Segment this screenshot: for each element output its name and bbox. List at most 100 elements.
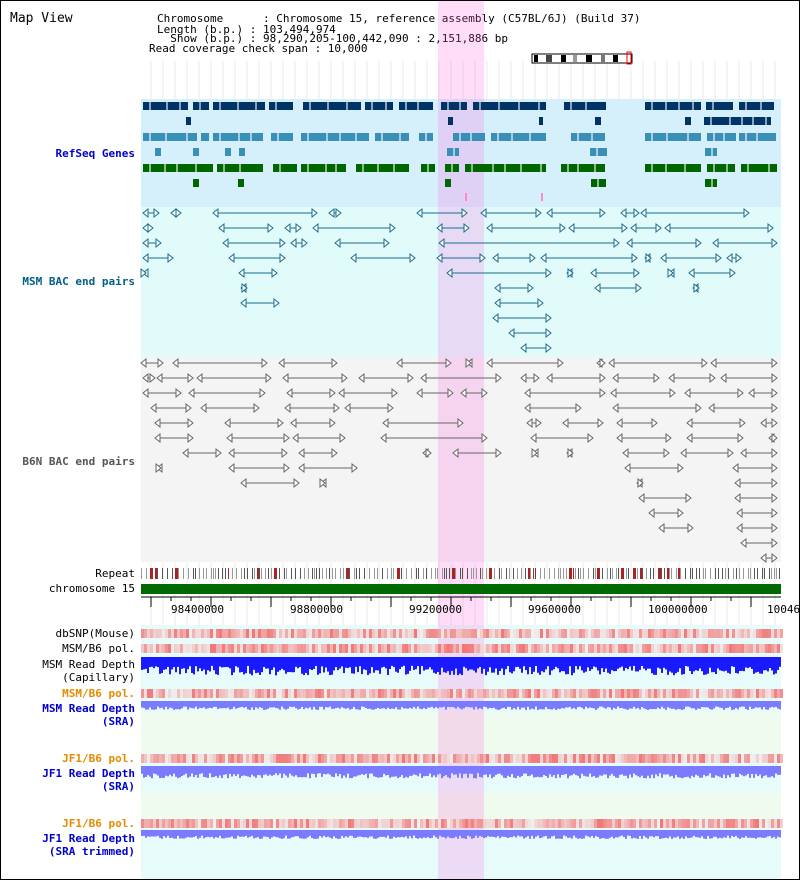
exon-gap <box>684 164 686 172</box>
jf1-depth-trim-bar <box>505 830 507 838</box>
jf1-depth-sra-bar <box>221 766 223 779</box>
b6n-bac-pair-end <box>736 507 743 519</box>
jf1-pol-cell <box>759 819 762 828</box>
jf1-pol-cell <box>525 754 528 763</box>
msm-depth-cap-bar <box>147 657 149 673</box>
msm-depth-sra-bar <box>641 701 643 708</box>
msm-depth-sra-bar <box>769 701 771 708</box>
msm-depth-sra-bar <box>519 701 521 710</box>
b6n-bac-pair-end <box>172 357 179 369</box>
exon-gap <box>427 164 429 172</box>
jf1-pol-cell <box>396 819 399 828</box>
msm-depth-sra-bar <box>471 701 473 708</box>
jf1-pol-cell <box>552 819 555 828</box>
msm-depth-cap-bar <box>711 657 713 673</box>
gene-arrow <box>539 117 543 125</box>
jf1-pol-cell <box>246 754 249 763</box>
msm-depth-cap-bar <box>225 657 227 668</box>
b6n-bac-pair-end <box>610 387 617 399</box>
jf1-depth-sra-bar <box>583 766 585 776</box>
dbsnp-cell <box>603 629 606 638</box>
msm-pol-cell <box>705 689 708 698</box>
msm-pol-cell <box>630 644 633 653</box>
repeat-element <box>762 568 763 579</box>
msm-depth-cap-bar <box>659 657 661 669</box>
b6n-bac-pair-end <box>771 372 778 384</box>
jf1-depth-sra-bar <box>353 766 355 777</box>
jf1-pol-cell <box>573 819 576 828</box>
jf1-pol-cell <box>192 754 195 763</box>
repeat-element <box>346 568 349 579</box>
b6n-bac-pair-end <box>188 387 195 399</box>
msm-pol-cell <box>345 689 348 698</box>
repeat-element <box>499 568 500 579</box>
msm-pol-cell <box>597 644 600 653</box>
msm-depth-cap-bar <box>729 657 731 674</box>
gene-arrow <box>542 133 546 141</box>
msm-pol-cell <box>198 689 201 698</box>
jf1-depth-sra-bar <box>711 766 713 778</box>
dbsnp-cell <box>381 629 384 638</box>
jf1-depth-sra-bar <box>513 766 515 778</box>
msm-pol-cell <box>471 689 474 698</box>
gene-arrow <box>449 117 453 125</box>
jf1-depth-trim-bar <box>173 830 175 839</box>
msm-pol-cell <box>366 689 369 698</box>
msm-depth-sra-bar <box>577 701 579 708</box>
msm-pol-cell <box>384 689 387 698</box>
jf1-depth-sra-bar <box>579 766 581 779</box>
msm-depth-sra-bar <box>601 701 603 707</box>
jf1-depth-sra-bar <box>705 766 707 777</box>
jf1-pol-cell <box>366 819 369 828</box>
msm-depth-cap-bar <box>755 657 757 673</box>
msm-depth-sra-bar <box>735 701 737 708</box>
gene-feature <box>473 102 546 110</box>
exon-gap <box>594 164 596 172</box>
msm-depth-cap-bar <box>569 657 571 667</box>
exon-gap <box>471 164 473 172</box>
jf1-depth-trim-bar <box>169 830 171 839</box>
msm-depth-cap-bar <box>253 657 255 670</box>
msm-depth-cap-bar <box>563 657 565 672</box>
dbsnp-cell <box>639 629 642 638</box>
jf1-depth-sra-bar <box>189 766 191 777</box>
jf1-pol-cell <box>735 754 738 763</box>
msm-depth-sra-bar <box>303 701 305 710</box>
jf1-depth-sra-bar <box>227 766 229 779</box>
msm-bac-pair-end <box>688 267 695 279</box>
jf1-pol-cell <box>414 819 417 828</box>
exon-gap <box>399 133 401 141</box>
msm-depth-cap-bar <box>725 657 727 671</box>
b6n-bac-pair-end <box>329 417 336 429</box>
msm-depth-sra-bar <box>713 701 715 709</box>
msm-depth-sra-bar <box>473 701 475 710</box>
msm-depth-cap-bar <box>187 657 189 670</box>
jf1-depth-sra-bar <box>211 766 213 778</box>
msm-pol-cell <box>228 689 231 698</box>
msm-depth-cap-bar <box>605 657 607 669</box>
jf1-depth-trim-bar <box>577 830 579 839</box>
msm-depth-sra-bar <box>587 701 589 709</box>
b6n-bac-pair-end <box>771 492 778 504</box>
msm-depth-cap-bar <box>527 657 529 675</box>
header-coverage-span: Read coverage check span : 10,000 <box>149 42 368 55</box>
dbsnp-cell <box>399 629 402 638</box>
jf1-pol-cell <box>528 819 531 828</box>
jf1-depth-sra-bar <box>405 766 407 777</box>
jf1-depth-trim-bar <box>467 830 469 836</box>
gene-feature <box>645 164 701 172</box>
jf1-depth-trim-bar <box>153 830 155 837</box>
jf1-depth-trim-bar <box>727 830 729 836</box>
msm-depth-sra-bar <box>179 701 181 710</box>
msm-depth-sra-bar <box>499 701 501 710</box>
repeat-element <box>369 568 370 579</box>
msm-depth-cap-bar <box>779 657 781 667</box>
dbsnp-cell <box>555 629 558 638</box>
jf1-depth-sra-bar <box>305 766 307 778</box>
msm-depth-sra-bar <box>503 701 505 708</box>
msm-depth-sra-bar <box>175 701 177 710</box>
jf1-pol-cell <box>225 754 228 763</box>
jf1-pol-cell <box>366 754 369 763</box>
